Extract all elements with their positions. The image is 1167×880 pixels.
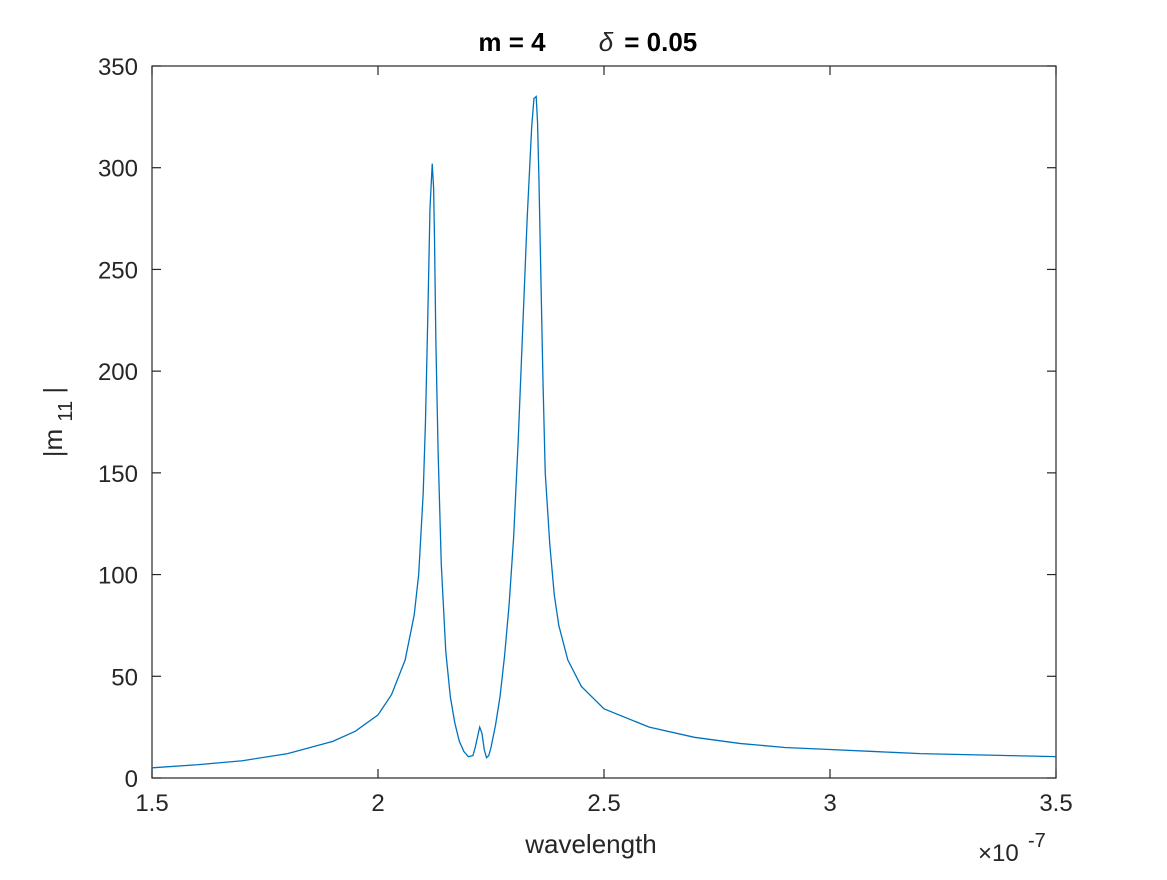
x-axis-ticks: 1.5 2 2.5 3 3.5: [135, 66, 1073, 817]
y-tick-label: 200: [98, 359, 138, 386]
plot-area-frame: [151, 65, 1057, 779]
y-tick-label: 300: [98, 156, 138, 183]
chart-title-delta-value: = 0.05: [617, 27, 697, 57]
chart-title-delta-symbol: δ: [599, 27, 614, 57]
x-tick-label: 3: [823, 790, 836, 817]
y-axis-ticks: 0 50 100 150 200 250 300 350: [98, 54, 1056, 793]
chart-title-m: m = 4: [478, 27, 546, 57]
y-axis-label: |m 11 |: [38, 387, 78, 457]
y-tick-label: 250: [98, 257, 138, 284]
x-axis-exponent-power: -7: [1028, 830, 1046, 852]
y-tick-label: 50: [111, 664, 138, 691]
y-axis-label-suffix: |: [38, 387, 68, 394]
y-axis-label-subscript: 11: [55, 401, 77, 422]
y-axis-label-prefix: |m: [38, 429, 68, 457]
y-tick-label: 150: [98, 461, 138, 488]
y-tick-label: 0: [125, 766, 138, 793]
x-axis-label: wavelength: [524, 829, 657, 859]
x-tick-label: 2: [371, 790, 384, 817]
series-line: [151, 95, 1057, 769]
x-tick-label: 2.5: [587, 790, 620, 817]
x-axis-exponent-base: ×10: [978, 840, 1019, 867]
svg-text:|m 11 |: |m 11 |: [38, 387, 78, 457]
x-tick-label: 1.5: [135, 790, 168, 817]
x-tick-label: 3.5: [1039, 790, 1072, 817]
y-tick-label: 350: [98, 54, 138, 81]
y-tick-label: 100: [98, 563, 138, 590]
